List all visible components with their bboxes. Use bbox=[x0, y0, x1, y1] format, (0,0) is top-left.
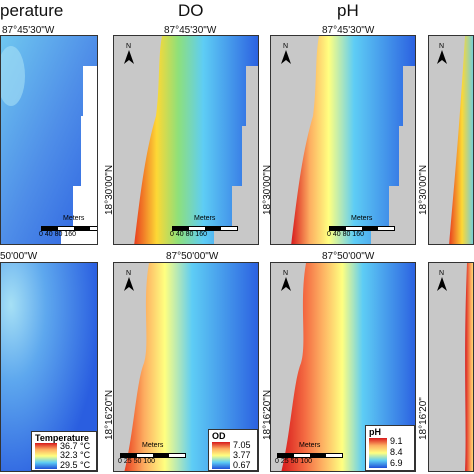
row1-coord-top-2: 87°45'30"W bbox=[164, 25, 217, 36]
ph-title: pH bbox=[337, 1, 359, 20]
row2-coord-top-2: 87°50'00"W bbox=[166, 251, 219, 262]
map-panel-temperature-2: Temperature 36.7 °C 32.3 °C 29.5 °C bbox=[0, 262, 98, 472]
map-panel-ph-2: N Meters 0 25 50 100 pH 9.1 8.4 6.9 bbox=[270, 262, 416, 472]
legend-temperature: Temperature 36.7 °C 32.3 °C 29.5 °C bbox=[31, 431, 97, 471]
temperature-raster-2 bbox=[1, 263, 97, 471]
do-raster-2 bbox=[124, 263, 258, 471]
north-arrow-ph-1: N bbox=[279, 43, 293, 66]
north-arrow-do-2: N bbox=[122, 270, 136, 293]
map-panel-partial-1: N bbox=[428, 35, 474, 245]
legend-do: OD 7.05 3.77 0.67 bbox=[208, 429, 258, 471]
do-title: DO bbox=[178, 1, 204, 20]
map-panel-do-2: N Meters 0 25 50 100 OD 7.05 3.77 0.67 bbox=[113, 262, 259, 472]
north-arrow-do-1: N bbox=[122, 43, 136, 66]
partial-raster-2 bbox=[465, 263, 473, 471]
map-panel-ph-1: N Meters 0 40 80 160 bbox=[270, 35, 416, 245]
north-arrow-partial-1: N bbox=[435, 43, 449, 66]
map-panel-partial-2: N bbox=[428, 262, 474, 472]
row2-coord-top-1: 50'00"W bbox=[0, 251, 38, 262]
partial-raster-1 bbox=[449, 36, 473, 244]
ph-raster-2 bbox=[281, 263, 415, 471]
row2-coord-top-3: 87°50'00"W bbox=[322, 251, 375, 262]
row1-coord-top-3: 87°45'30"W bbox=[322, 25, 375, 36]
temperature-title: perature bbox=[0, 1, 64, 20]
map-panel-temperature-1: Meters 0 40 80 160 bbox=[0, 35, 98, 245]
legend-ph: pH 9.1 8.4 6.9 bbox=[365, 425, 415, 471]
north-arrow-partial-2: N bbox=[435, 270, 449, 293]
row1-coord-top-1: 87°45'30"W bbox=[2, 25, 55, 36]
map-panel-do-1: N Meters 0 40 80 160 bbox=[113, 35, 259, 245]
temperature-raster-1 bbox=[1, 36, 97, 244]
north-arrow-ph-2: N bbox=[279, 270, 293, 293]
ph-raster-1 bbox=[291, 36, 415, 244]
do-raster-1 bbox=[134, 36, 258, 244]
